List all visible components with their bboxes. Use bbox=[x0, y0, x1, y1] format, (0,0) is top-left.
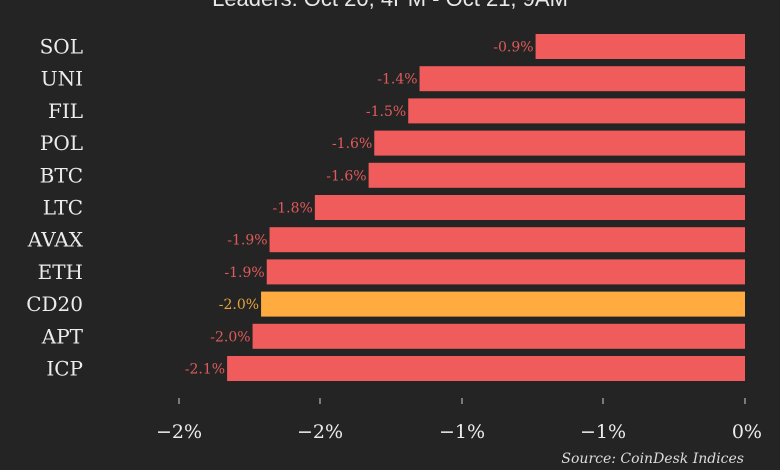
data-label: -1.8% bbox=[273, 201, 313, 217]
x-tick-label: −1% bbox=[580, 421, 626, 443]
data-label: -1.6% bbox=[326, 168, 366, 184]
bar-apt bbox=[252, 323, 745, 349]
category-label: POL bbox=[40, 131, 83, 155]
bar-icp bbox=[227, 356, 746, 381]
x-tick-label: −2% bbox=[297, 421, 343, 443]
bar-uni bbox=[419, 66, 745, 92]
x-tick-label: 0% bbox=[732, 421, 762, 443]
bar-ltc bbox=[314, 195, 745, 220]
data-label: -1.5% bbox=[366, 104, 406, 120]
bar-pol bbox=[374, 130, 745, 156]
data-label: -0.9% bbox=[493, 40, 533, 56]
source-note: Source: CoinDesk Indices bbox=[561, 451, 744, 467]
category-label: APT bbox=[41, 324, 84, 348]
data-label: -2.1% bbox=[185, 362, 225, 378]
category-label: FIL bbox=[48, 99, 83, 123]
bar-sol bbox=[535, 34, 745, 59]
bar-eth bbox=[266, 259, 745, 285]
category-label: CD20 bbox=[26, 292, 83, 316]
category-label: BTC bbox=[40, 163, 83, 187]
bar-btc bbox=[368, 162, 745, 188]
category-label: AVAX bbox=[27, 228, 84, 252]
chart-title: Leaders: Oct 20, 4PM - Oct 21, 9AM bbox=[0, 0, 780, 12]
data-label: -1.9% bbox=[224, 265, 264, 281]
bar-avax bbox=[269, 227, 745, 253]
data-label: -2.0% bbox=[219, 297, 259, 313]
category-label: LTC bbox=[43, 196, 83, 220]
category-label: ETH bbox=[38, 260, 83, 284]
category-label: UNI bbox=[41, 67, 83, 91]
data-label: -1.6% bbox=[332, 136, 372, 152]
bar-cd20 bbox=[261, 291, 745, 317]
category-label: SOL bbox=[40, 35, 83, 59]
bar-fil bbox=[408, 98, 745, 124]
data-label: -1.9% bbox=[227, 233, 267, 249]
x-tick-label: −2% bbox=[156, 421, 202, 443]
x-tick-label: −1% bbox=[439, 421, 485, 443]
data-label: -2.0% bbox=[210, 329, 250, 345]
category-label: ICP bbox=[46, 357, 83, 381]
data-label: -1.4% bbox=[377, 72, 417, 88]
